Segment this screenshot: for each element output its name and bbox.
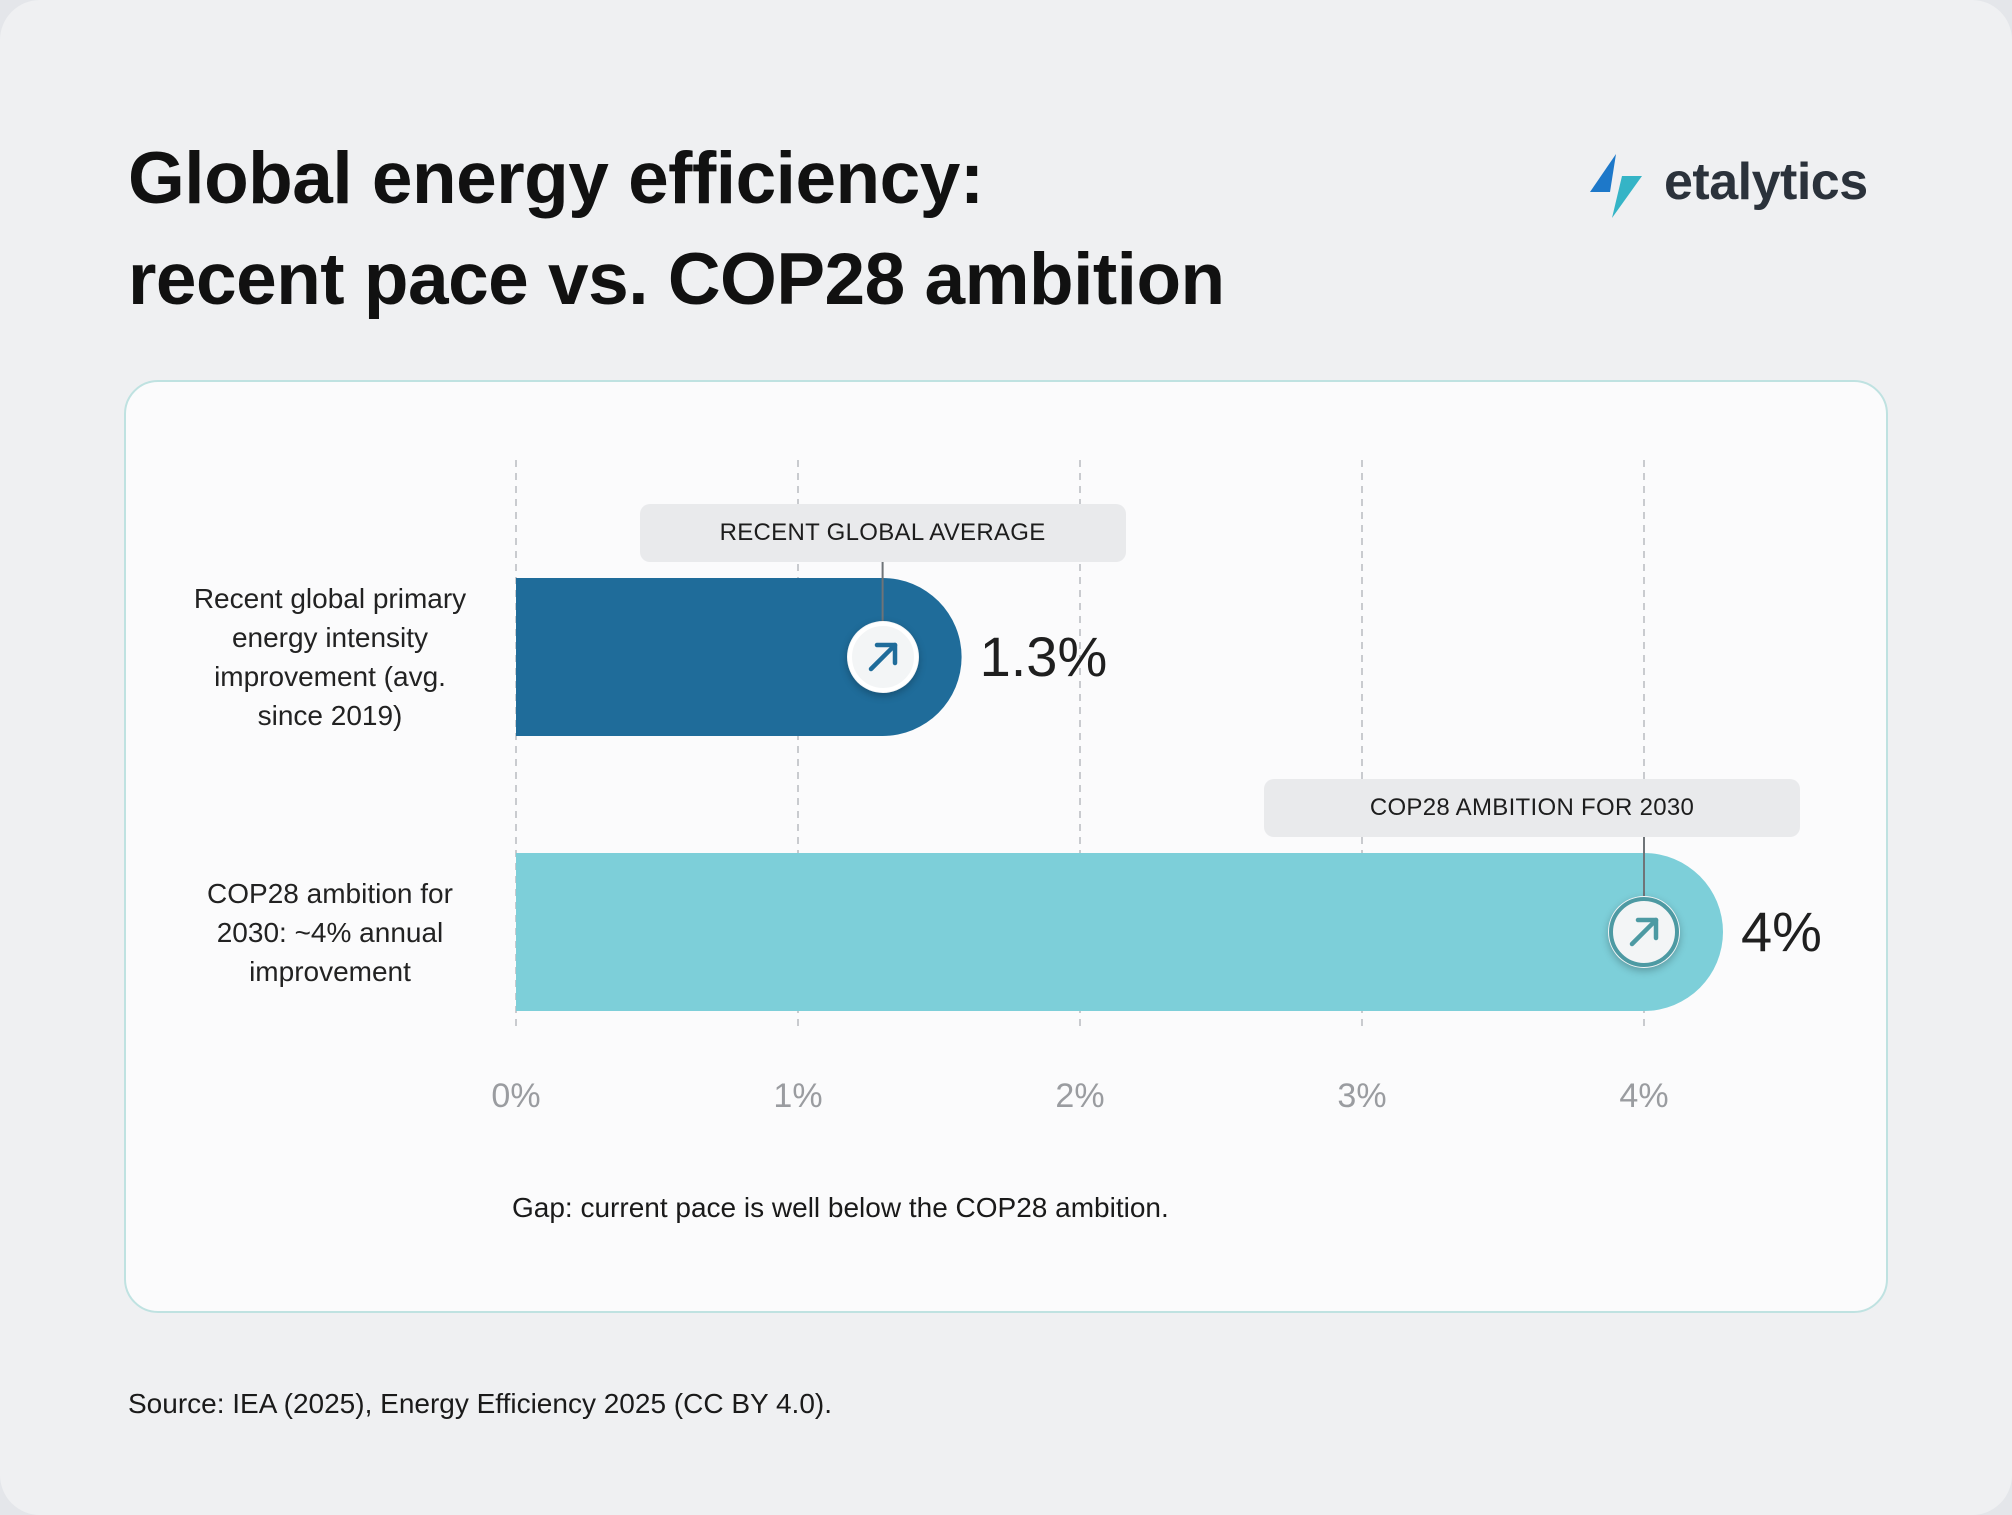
arrow-badge-1 <box>1608 896 1680 968</box>
x-tick-label-4: 4% <box>1619 1077 1669 1115</box>
arrow-up-right-icon <box>1609 897 1679 967</box>
bar-chart <box>515 460 1723 1030</box>
x-tick-label-0: 0% <box>491 1077 541 1115</box>
chart-card: Recent global primary energy intensity imp… <box>124 380 1888 1313</box>
chart-note: Gap: current pace is well below the COP2… <box>512 1192 1169 1223</box>
title-line-2: recent pace vs. COP28 ambition <box>128 239 1225 320</box>
x-tick-label-2: 2% <box>1055 1077 1105 1115</box>
page-title: Global energy efficiency: recent pace vs… <box>128 128 1428 330</box>
category-label-1: COP28 ambition for 2030: ~4% annual improv… <box>170 874 490 991</box>
bar-0 <box>516 578 962 736</box>
bar-1 <box>516 853 1723 1011</box>
category-label-line: COP28 ambition for <box>207 877 453 909</box>
category-label-line: Recent global primary <box>193 583 467 614</box>
category-label-line: 2030: ~4% annual <box>216 916 444 948</box>
category-label-line: since 2019) <box>257 700 403 731</box>
callout-label-1: COP28 AMBITION FOR 2030 <box>1264 779 1800 837</box>
callout-label-0: RECENT GLOBAL AVERAGE <box>639 504 1126 562</box>
value-label-0: 1.3% <box>979 625 1108 688</box>
category-label-line: improvement (avg. <box>214 661 446 692</box>
category-label-line: improvement <box>249 955 411 987</box>
title-line-1: Global energy efficiency: <box>128 138 984 219</box>
logo-wordmark: etalytics <box>1664 153 1868 211</box>
source-citation: Source: IEA (2025), Energy Efficiency 20… <box>128 1388 832 1419</box>
value-label-1: 4% <box>1741 900 1822 963</box>
x-tick-label-1: 1% <box>773 1077 823 1115</box>
arrow-badge-0 <box>846 621 919 693</box>
category-label-0: Recent global primary energy intensity imp… <box>170 579 490 735</box>
lightning-bolt-icon <box>1590 154 1642 218</box>
arrow-up-right-icon <box>847 622 918 692</box>
brand-logo: etalytics <box>1586 152 1896 218</box>
x-tick-label-3: 3% <box>1337 1077 1387 1115</box>
category-label-line: energy intensity <box>231 622 429 653</box>
